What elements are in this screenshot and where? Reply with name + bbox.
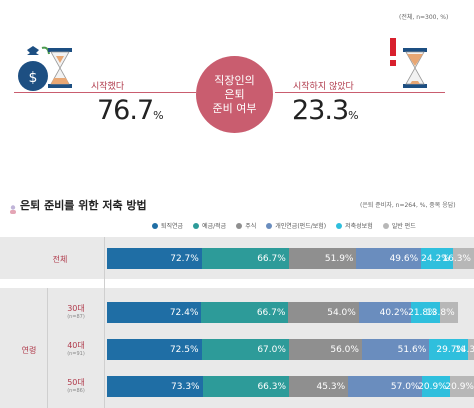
bar-segment: 57.0%	[348, 376, 423, 397]
legend: 퇴직연금 예금/적금 주식 개인연금(펀드/보험) 저축성보험 일반 펀드	[152, 221, 416, 230]
bar-segment: 51.6%	[361, 339, 430, 360]
bar-segment: 67.0%	[201, 339, 289, 360]
hourglass-right-icon	[403, 48, 427, 88]
bar-segment: 56.0%	[288, 339, 362, 360]
bar-segment: 66.7%	[201, 302, 289, 323]
bar-segment: 14.3%	[455, 339, 474, 360]
legend-swatch	[382, 222, 389, 229]
legend-label: 개인연금(펀드/보험)	[275, 223, 327, 230]
legend-label: 퇴직연금	[161, 223, 184, 230]
row-label: 50대	[67, 378, 85, 387]
bar-segment: 72.7%	[107, 248, 202, 269]
not-started-value: 23.3%	[292, 95, 359, 126]
section-title: 은퇴 준비를 위한 저축 방법	[20, 199, 147, 212]
center-line-2: 은퇴	[224, 87, 245, 101]
section-note: (은퇴 준비자, n=264, %, 중복 응답)	[360, 202, 456, 209]
bar-segment: 66.3%	[202, 376, 290, 397]
person-icon	[9, 199, 17, 214]
age-group-label: 연령	[21, 346, 37, 355]
stacked-bar: 72.4% 66.7% 54.0% 40.2% 21.8% 13.8%	[107, 302, 474, 323]
legend-label: 저축성보험	[345, 223, 373, 230]
center-circle: 직장인의 은퇴 준비 여부	[196, 56, 273, 133]
bar-segment: 51.9%	[288, 248, 357, 269]
exclamation-icon	[390, 38, 396, 66]
hourglass-icon	[48, 48, 72, 88]
bar-segment: 20.9%	[445, 376, 474, 397]
center-line-3: 준비 여부	[212, 101, 257, 115]
bar-segment: 54.0%	[288, 302, 359, 323]
legend-swatch	[236, 222, 243, 229]
legend-label: 일반 펀드	[391, 223, 416, 230]
row-sample-size: (n=91)	[67, 351, 85, 357]
legend-item: 주식	[236, 221, 256, 230]
bar-segment: 72.5%	[107, 339, 202, 360]
legend-item: 퇴직연금	[152, 221, 183, 230]
bar-segment: 49.6%	[356, 248, 422, 269]
legend-swatch	[152, 222, 158, 229]
row-sample-size: (n=87)	[67, 314, 85, 320]
bar-segment: 73.3%	[107, 376, 203, 397]
group-divider	[47, 288, 48, 408]
overall-note: (전체, n=300, %)	[399, 14, 449, 21]
legend-label: 예금/적금	[202, 223, 227, 230]
right-divider	[275, 92, 445, 93]
bar-segment: 24.2%	[421, 248, 453, 269]
bar-segment: 66.7%	[201, 248, 289, 269]
row-label: 30대	[67, 304, 85, 313]
stacked-bar: 73.3% 66.3% 45.3% 57.0% 20.9% 20.9%	[107, 376, 474, 397]
row-sample-size: (n=86)	[67, 388, 85, 394]
not-started-label: 시작하지 않았다	[293, 82, 354, 92]
legend-item: 예금/적금	[193, 221, 226, 230]
legend-item: 개인연금(펀드/보험)	[266, 221, 326, 230]
legend-label: 주식	[245, 223, 257, 230]
legend-swatch	[193, 222, 200, 229]
center-line-1: 직장인의	[214, 73, 255, 87]
legend-item: 일반 펀드	[382, 221, 416, 230]
money-bag-icon: $	[18, 46, 50, 91]
bar-segment: 29.7%	[429, 339, 468, 360]
left-divider	[14, 92, 196, 93]
label-divider	[104, 237, 105, 408]
started-value: 76.7%	[97, 95, 164, 126]
bar-segment: 21.8%	[408, 302, 440, 323]
bar-segment: 20.9%	[418, 376, 450, 397]
stacked-bar: 72.5%67.0%56.0%51.6%29.7%14.3%	[107, 339, 474, 360]
started-label: 시작했다	[91, 82, 125, 92]
row-label: 40대	[67, 341, 85, 350]
stacked-bar: 72.7% 66.7% 51.9% 49.6% 24.2% 16.3%	[107, 248, 474, 269]
svg-text:$: $	[29, 70, 38, 86]
legend-swatch	[266, 222, 273, 229]
bar-segment: 72.4%	[107, 302, 202, 323]
legend-item: 저축성보험	[336, 221, 373, 230]
bar-segment: 13.8%	[426, 302, 458, 323]
row-label: 전체	[52, 255, 68, 264]
bar-segment: 40.2%	[358, 302, 412, 323]
bar-segment: 45.3%	[289, 376, 349, 397]
legend-swatch	[336, 222, 343, 229]
bar-segment: 16.3%	[442, 248, 474, 269]
